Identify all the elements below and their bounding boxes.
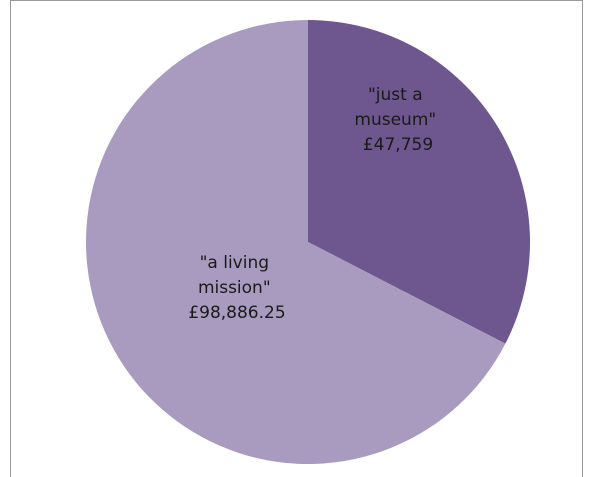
slice-label-mission-line-3: £98,886.25 [188, 303, 285, 323]
slice-museum [308, 20, 530, 344]
labels-group: "just a museum" £47,759 "a living missio… [188, 85, 441, 323]
slice-label-museum: "just a museum" £47,759 [354, 85, 441, 155]
slice-label-mission-line-2: mission" [198, 278, 271, 298]
slice-label-mission-line-1: "a living [200, 253, 269, 273]
slices-group [86, 20, 530, 465]
slice-label-museum-line-1: "just a [368, 85, 423, 105]
slice-mission [86, 20, 506, 465]
slice-label-mission: "a living mission" £98,886.25 [188, 253, 285, 323]
slice-label-museum-line-3: £47,759 [363, 135, 433, 155]
slice-label-museum-line-2: museum" [354, 110, 436, 130]
